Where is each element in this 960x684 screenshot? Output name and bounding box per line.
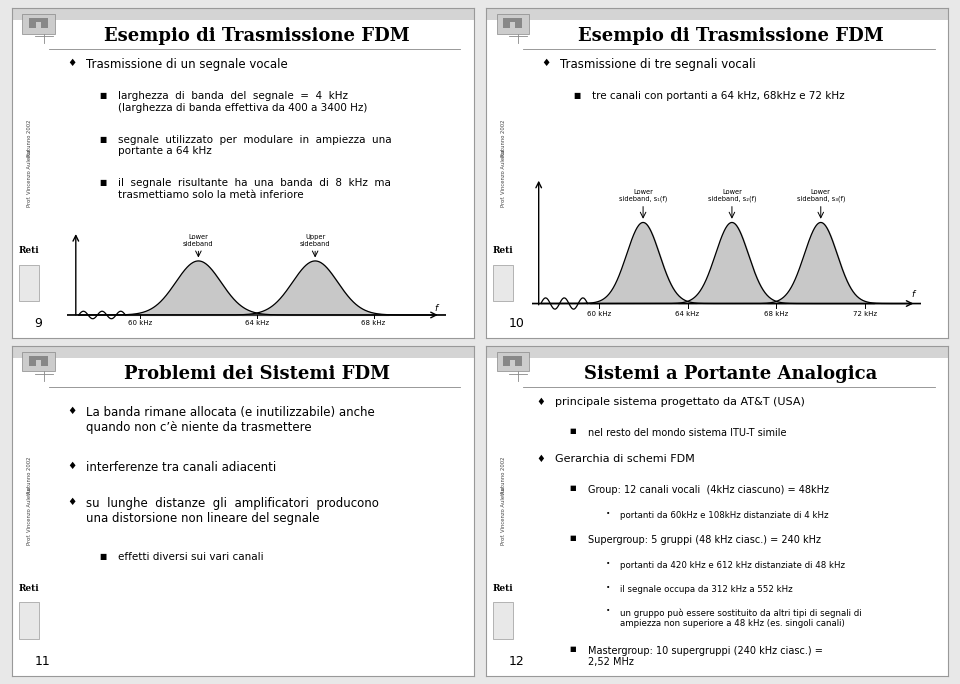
Text: principale sistema progettato da AT&T (USA): principale sistema progettato da AT&T (U… — [555, 397, 805, 407]
Text: Reti: Reti — [19, 583, 39, 592]
Bar — [493, 265, 514, 301]
Text: portanti da 60kHz e 108kHz distanziate di 4 kHz: portanti da 60kHz e 108kHz distanziate d… — [620, 511, 828, 520]
Text: ■: ■ — [569, 484, 576, 490]
Text: Autunno 2002: Autunno 2002 — [501, 457, 506, 495]
Bar — [516, 21, 522, 28]
Text: f: f — [435, 304, 438, 313]
Text: ♦: ♦ — [541, 58, 550, 68]
Bar — [41, 358, 48, 366]
Text: 9: 9 — [35, 317, 42, 330]
Text: un gruppo può essere sostituito da altri tipi di segnali di
ampiezza non superio: un gruppo può essere sostituito da altri… — [620, 609, 861, 629]
Text: Trasmissione di un segnale vocale: Trasmissione di un segnale vocale — [85, 58, 287, 71]
Bar — [12, 346, 474, 358]
Text: ■: ■ — [569, 428, 576, 434]
Bar — [19, 603, 39, 639]
Text: f: f — [912, 290, 915, 299]
Bar — [493, 603, 514, 639]
Bar — [29, 356, 48, 360]
Bar — [503, 356, 522, 360]
Text: Reti: Reti — [19, 246, 39, 254]
Text: Trasmissione di tre segnali vocali: Trasmissione di tre segnali vocali — [560, 58, 756, 71]
Bar — [29, 21, 36, 28]
Bar — [29, 358, 36, 366]
Text: 64 kHz: 64 kHz — [676, 311, 700, 317]
Text: Lower
sideband, s₃(f): Lower sideband, s₃(f) — [797, 189, 845, 202]
Bar — [19, 265, 39, 301]
Text: tre canali con portanti a 64 kHz, 68kHz e 72 kHz: tre canali con portanti a 64 kHz, 68kHz … — [592, 91, 845, 101]
Text: nel resto del mondo sistema ITU-T simile: nel resto del mondo sistema ITU-T simile — [588, 428, 786, 438]
Text: Prof. Vincenzo Auletta: Prof. Vincenzo Auletta — [501, 150, 506, 207]
Text: ■: ■ — [100, 135, 107, 144]
Text: 12: 12 — [509, 655, 525, 668]
Text: 10: 10 — [509, 317, 525, 330]
Text: il segnale occupa da 312 kHz a 552 kHz: il segnale occupa da 312 kHz a 552 kHz — [620, 585, 793, 594]
Text: Esempio di Trasmissione FDM: Esempio di Trasmissione FDM — [104, 27, 410, 45]
Text: Gerarchia di schemi FDM: Gerarchia di schemi FDM — [555, 454, 695, 464]
Text: ■: ■ — [569, 646, 576, 652]
Text: La banda rimane allocata (e inutilizzabile) anche
quando non c’è niente da trasm: La banda rimane allocata (e inutilizzabi… — [85, 406, 374, 434]
Text: segnale  utilizzato  per  modulare  in  ampiezza  una
portante a 64 kHz: segnale utilizzato per modulare in ampie… — [118, 135, 392, 157]
Text: Supergroup: 5 gruppi (48 kHz ciasc.) = 240 kHz: Supergroup: 5 gruppi (48 kHz ciasc.) = 2… — [588, 535, 821, 544]
Text: •: • — [606, 511, 611, 516]
Text: Upper
sideband: Upper sideband — [300, 235, 330, 248]
Bar — [486, 346, 948, 358]
Text: interferenze tra canali adiacenti: interferenze tra canali adiacenti — [85, 461, 276, 474]
Text: Reti: Reti — [493, 246, 514, 254]
Bar — [516, 358, 522, 366]
Text: Lower
sideband, s₁(f): Lower sideband, s₁(f) — [619, 189, 667, 202]
Text: su  lunghe  distanze  gli  amplificatori  producono
una distorsione non lineare : su lunghe distanze gli amplificatori pro… — [85, 497, 378, 525]
Text: ♦: ♦ — [537, 397, 545, 407]
Text: Problemi dei Sistemi FDM: Problemi dei Sistemi FDM — [124, 365, 390, 383]
Text: 68 kHz: 68 kHz — [764, 311, 788, 317]
Text: ♦: ♦ — [67, 58, 76, 68]
Text: ■: ■ — [100, 91, 107, 101]
Text: 11: 11 — [35, 655, 51, 668]
Bar — [22, 14, 55, 34]
Text: •: • — [606, 609, 611, 614]
Bar — [496, 14, 529, 34]
Bar — [486, 8, 948, 20]
Text: Autunno 2002: Autunno 2002 — [27, 119, 32, 157]
Text: 72 kHz: 72 kHz — [853, 311, 877, 317]
Text: portanti da 420 kHz e 612 kHz distanziate di 48 kHz: portanti da 420 kHz e 612 kHz distanziat… — [620, 561, 845, 570]
Bar — [503, 21, 511, 28]
Text: Autunno 2002: Autunno 2002 — [501, 119, 506, 157]
Text: ♦: ♦ — [537, 454, 545, 464]
Bar — [41, 21, 48, 28]
Text: Reti: Reti — [493, 583, 514, 592]
Text: ♦: ♦ — [67, 461, 76, 471]
Text: Esempio di Trasmissione FDM: Esempio di Trasmissione FDM — [578, 27, 884, 45]
Text: Lower
sideband: Lower sideband — [183, 235, 214, 248]
Text: il  segnale  risultante  ha  una  banda  di  8  kHz  ma
trasmettiamo solo la met: il segnale risultante ha una banda di 8 … — [118, 178, 391, 200]
Text: Prof. Vincenzo Auletta: Prof. Vincenzo Auletta — [27, 150, 32, 207]
Bar — [503, 18, 522, 22]
Text: Group: 12 canali vocali  (4kHz ciascuno) = 48kHz: Group: 12 canali vocali (4kHz ciascuno) … — [588, 484, 828, 495]
Text: larghezza  di  banda  del  segnale  =  4  kHz
(larghezza di banda effettiva da 4: larghezza di banda del segnale = 4 kHz (… — [118, 91, 368, 113]
Text: •: • — [606, 585, 611, 590]
Text: 64 kHz: 64 kHz — [245, 320, 269, 326]
Bar — [496, 352, 529, 371]
Text: Mastergroup: 10 supergruppi (240 kHz ciasc.) =
2,52 MHz: Mastergroup: 10 supergruppi (240 kHz cia… — [588, 646, 823, 667]
Bar — [503, 358, 511, 366]
Text: ■: ■ — [100, 178, 107, 187]
Text: ■: ■ — [574, 91, 581, 101]
Text: Prof. Vincenzo Auletta: Prof. Vincenzo Auletta — [27, 488, 32, 545]
Bar — [29, 18, 48, 22]
Text: •: • — [606, 561, 611, 566]
Text: 60 kHz: 60 kHz — [587, 311, 611, 317]
Text: 68 kHz: 68 kHz — [361, 320, 386, 326]
Text: Sistemi a Portante Analogica: Sistemi a Portante Analogica — [585, 365, 877, 383]
Text: Autunno 2002: Autunno 2002 — [27, 457, 32, 495]
Bar — [22, 352, 55, 371]
Text: ♦: ♦ — [67, 497, 76, 507]
Text: effetti diversi sui vari canali: effetti diversi sui vari canali — [118, 552, 264, 562]
Bar — [12, 8, 474, 20]
Text: ■: ■ — [100, 552, 107, 561]
Text: Lower
sideband, s₂(f): Lower sideband, s₂(f) — [708, 189, 756, 202]
Text: ♦: ♦ — [67, 406, 76, 416]
Text: Prof. Vincenzo Auletta: Prof. Vincenzo Auletta — [501, 488, 506, 545]
Text: 60 kHz: 60 kHz — [128, 320, 152, 326]
Text: ■: ■ — [569, 535, 576, 540]
